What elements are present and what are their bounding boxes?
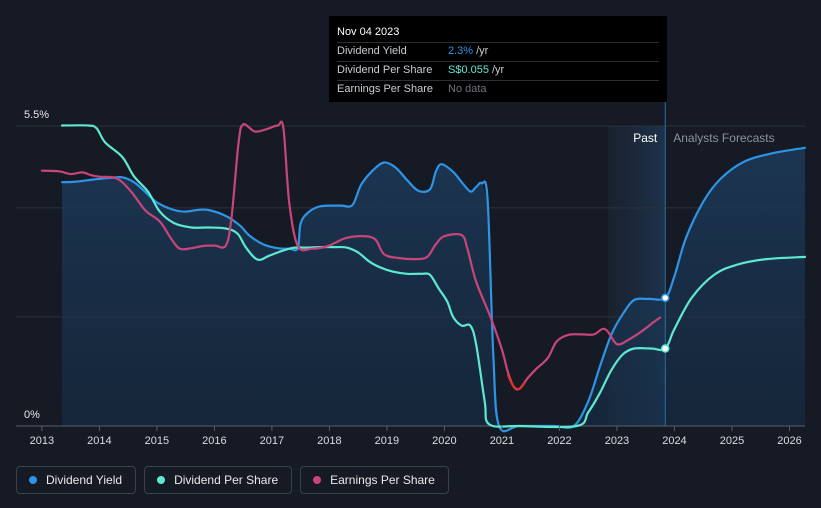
tooltip-value: S$0.055 bbox=[448, 64, 489, 76]
legend-label: Dividend Per Share bbox=[174, 473, 279, 487]
x-tick-label: 2014 bbox=[87, 435, 111, 447]
tooltip-value: 2.3% bbox=[448, 45, 474, 57]
legend-item-dividend-yield[interactable]: Dividend Yield bbox=[16, 466, 137, 494]
dividend-per-share-marker bbox=[661, 344, 670, 353]
tooltip-label: Dividend Per Share bbox=[337, 64, 433, 76]
x-tick-label: 2022 bbox=[547, 435, 571, 447]
x-tick-label: 2023 bbox=[605, 435, 629, 447]
x-tick-label: 2026 bbox=[777, 435, 801, 447]
hover-tooltip: Nov 04 2023 Dividend Yield 2.3% /yr Divi… bbox=[329, 16, 667, 102]
x-tick-label: 2020 bbox=[432, 435, 456, 447]
tooltip-unit: /yr bbox=[476, 45, 489, 57]
y-axis-min-label: 0% bbox=[24, 409, 40, 421]
x-tick-label: 2017 bbox=[260, 435, 284, 447]
past-region-label: Past bbox=[633, 131, 658, 145]
tooltip-row-dividend-yield: Dividend Yield 2.3% /yr bbox=[337, 42, 659, 61]
x-tick-label: 2019 bbox=[375, 435, 399, 447]
tooltip-label: Earnings Per Share bbox=[337, 83, 433, 95]
legend-item-earnings-per-share[interactable]: Earnings Per Share bbox=[300, 466, 449, 494]
tooltip-unit: /yr bbox=[491, 64, 505, 76]
chart-legend: Dividend Yield Dividend Per Share Earnin… bbox=[16, 466, 449, 494]
earnings-negative-segment bbox=[506, 373, 526, 391]
legend-label: Earnings Per Share bbox=[330, 473, 435, 487]
dividend-yield-area bbox=[62, 147, 805, 427]
dividend-per-share-line bbox=[60, 124, 807, 429]
dividend-yield-marker bbox=[661, 293, 670, 303]
legend-dot-icon bbox=[29, 476, 37, 484]
legend-dot-icon bbox=[313, 476, 322, 484]
y-axis-max-label: 5.5% bbox=[24, 109, 49, 121]
x-tick-label: 2013 bbox=[30, 435, 54, 447]
x-tick-label: 2025 bbox=[720, 435, 744, 447]
legend-dot-icon bbox=[157, 476, 166, 484]
tooltip-date: Nov 04 2023 bbox=[337, 26, 400, 38]
dividend-yield-line bbox=[60, 146, 807, 433]
x-tick-label: 2021 bbox=[490, 435, 514, 447]
tooltip-row-dividend-per-share: Dividend Per Share S$0.055 /yr bbox=[337, 61, 659, 80]
x-tick-label: 2015 bbox=[145, 435, 169, 447]
x-tick-label: 2016 bbox=[202, 435, 226, 447]
legend-label: Dividend Yield bbox=[46, 473, 123, 487]
earnings-per-share-line bbox=[40, 120, 662, 391]
x-tick-label: 2024 bbox=[662, 435, 686, 447]
tooltip-label: Dividend Yield bbox=[337, 45, 407, 57]
x-tick-label: 2018 bbox=[317, 435, 341, 447]
tooltip-value: No data bbox=[448, 83, 487, 95]
legend-item-dividend-per-share[interactable]: Dividend Per Share bbox=[144, 466, 293, 494]
analysts-forecasts-label: Analysts Forecasts bbox=[673, 131, 774, 145]
tooltip-row-earnings-per-share: Earnings Per Share No data bbox=[337, 80, 659, 99]
